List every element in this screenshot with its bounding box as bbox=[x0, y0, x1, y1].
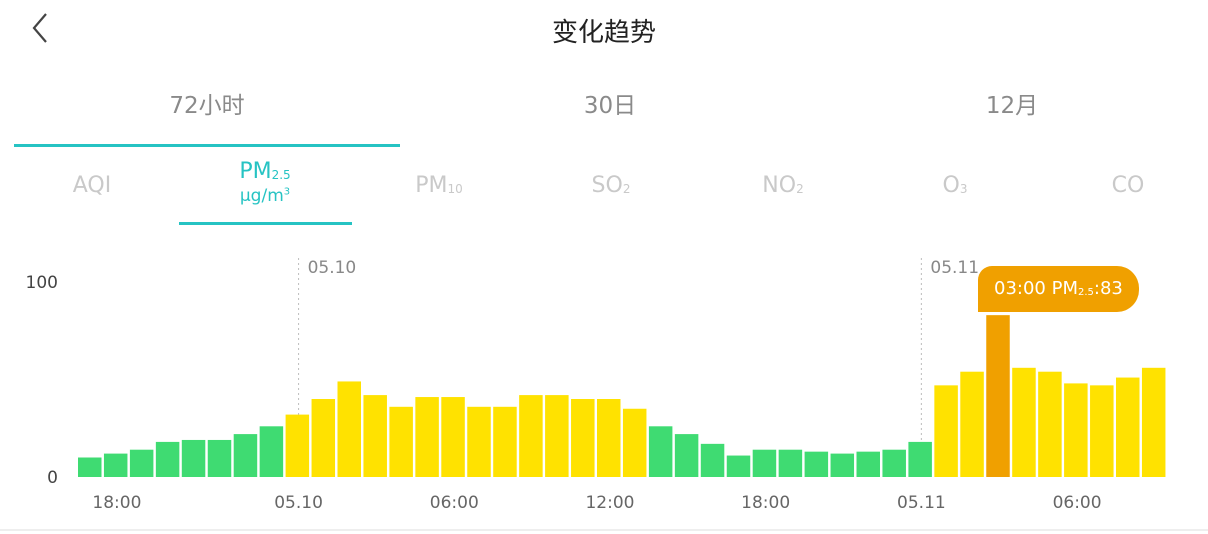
y-tick-label: 0 bbox=[47, 468, 58, 488]
bar bbox=[233, 434, 258, 477]
bar bbox=[1116, 377, 1140, 477]
bar bbox=[571, 399, 595, 477]
bar bbox=[752, 449, 777, 477]
pollutant-tabs: AQI PM2.5 μg/m3 PM10 SO2 NO2 O3 CO bbox=[0, 155, 1208, 230]
bar bbox=[181, 439, 206, 477]
bar bbox=[1064, 383, 1088, 477]
bar bbox=[597, 399, 621, 477]
bar bbox=[545, 395, 569, 477]
bar bbox=[129, 449, 154, 477]
tab-12-months[interactable]: 12月 bbox=[985, 93, 1039, 119]
bar bbox=[519, 395, 543, 477]
bar bbox=[363, 395, 387, 477]
bar bbox=[778, 449, 803, 477]
x-tick-label: 18:00 bbox=[92, 493, 141, 513]
bar bbox=[389, 406, 413, 477]
bar bbox=[467, 406, 491, 477]
pollutant-tab-pm10[interactable]: PM10 bbox=[415, 173, 463, 198]
x-tick-label: 12:00 bbox=[585, 493, 634, 513]
pollutant-tab-pm25[interactable]: PM2.5 μg/m3 bbox=[180, 159, 350, 206]
bar bbox=[493, 406, 517, 477]
bar bbox=[285, 414, 310, 477]
bar bbox=[882, 449, 906, 477]
pollutant-tab-aqi[interactable]: AQI bbox=[72, 173, 112, 198]
bar bbox=[1038, 371, 1062, 477]
bar bbox=[78, 457, 102, 477]
bar bbox=[1012, 367, 1036, 477]
tab-72-hours[interactable]: 72小时 bbox=[169, 93, 245, 119]
bar bbox=[726, 455, 751, 477]
bar bbox=[1090, 385, 1114, 477]
bar-selected bbox=[986, 315, 1010, 477]
bar bbox=[934, 385, 958, 477]
pollutant-tab-so2[interactable]: SO2 bbox=[591, 173, 631, 198]
bar bbox=[103, 453, 128, 477]
pm25-bar-chart: 05.10 05.11 0 100 18:00 05.10 06:00 12:00 18:00 0… bbox=[0, 258, 1208, 531]
y-tick-label: 100 bbox=[26, 273, 58, 293]
bar bbox=[337, 381, 361, 477]
pollutant-unit: μg/m3 bbox=[239, 186, 291, 206]
range-tabs: 72小时 30日 12月 bbox=[0, 86, 1208, 147]
header: 变化趋势 bbox=[0, 0, 1208, 60]
pollutant-tab-no2[interactable]: NO2 bbox=[762, 173, 804, 198]
bar bbox=[207, 439, 232, 477]
bar bbox=[648, 426, 673, 477]
x-tick-label: 06:00 bbox=[430, 493, 479, 513]
bar bbox=[856, 451, 880, 477]
x-tick-label: 05.10 bbox=[274, 493, 323, 513]
tab-30-days[interactable]: 30日 bbox=[583, 93, 637, 119]
x-tick-label: 05.11 bbox=[897, 493, 946, 513]
pollutant-tab-indicator bbox=[179, 222, 352, 225]
bar bbox=[804, 451, 829, 477]
day-marker-label: 05.11 bbox=[930, 258, 979, 278]
pollutant-tab-o3[interactable]: O3 bbox=[942, 173, 968, 198]
x-tick-label: 18:00 bbox=[741, 493, 790, 513]
bar bbox=[1141, 367, 1166, 477]
bar bbox=[830, 453, 855, 477]
bar bbox=[441, 397, 465, 477]
bar bbox=[259, 426, 284, 477]
bar bbox=[674, 434, 699, 477]
day-marker-label: 05.10 bbox=[308, 258, 357, 278]
bar bbox=[960, 371, 984, 477]
page-title: 变化趋势 bbox=[551, 18, 656, 48]
back-arrow-icon[interactable] bbox=[24, 10, 54, 46]
range-tab-indicator bbox=[14, 144, 400, 147]
bar bbox=[415, 397, 439, 477]
pollutant-tab-co[interactable]: CO bbox=[1111, 173, 1145, 198]
bar bbox=[908, 441, 932, 477]
x-tick-label: 06:00 bbox=[1053, 493, 1102, 513]
bar bbox=[155, 441, 180, 477]
bar bbox=[311, 399, 336, 477]
selected-value-tooltip: 03:00 PM2.5:83 bbox=[978, 266, 1139, 312]
bar bbox=[700, 443, 725, 477]
bar bbox=[622, 408, 647, 477]
